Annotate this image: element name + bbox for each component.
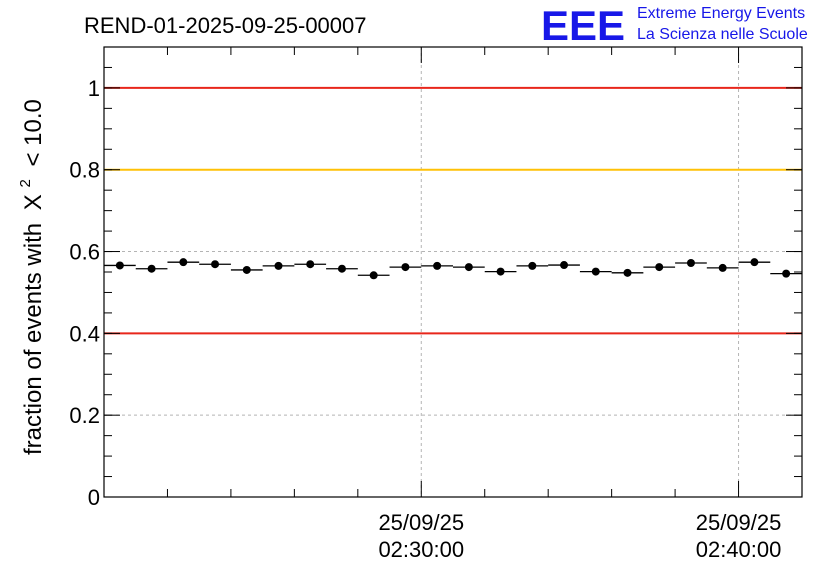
- data-point: [135, 264, 168, 273]
- x-tick-label-time: 02:30:00: [378, 537, 464, 562]
- y-tick-label: 0.2: [69, 403, 100, 428]
- logo-mark: EEE: [541, 2, 625, 49]
- data-points: [104, 258, 802, 280]
- y-tick-label: 0: [88, 485, 100, 510]
- data-point: [421, 261, 453, 270]
- point-marker: [718, 263, 727, 272]
- point-marker: [686, 259, 695, 267]
- y-axis-label-text: fraction of events with: [20, 223, 47, 455]
- y-axis-label-suffix: < 10.0: [20, 99, 47, 166]
- eee-logo: EEE Extreme Energy Events La Scienza nel…: [541, 2, 808, 49]
- point-marker: [591, 267, 600, 276]
- data-point: [389, 263, 422, 272]
- logo-line-2: La Scienza nelle Scuole: [637, 26, 808, 43]
- data-point: [675, 259, 707, 267]
- data-point: [326, 264, 358, 273]
- y-axis-label: fraction of events with X 2 < 10.0: [9, 99, 47, 455]
- y-tick-label: 0.4: [69, 321, 100, 346]
- point-marker: [179, 258, 188, 267]
- grid: [104, 47, 802, 497]
- point-marker: [115, 261, 124, 270]
- data-point: [738, 258, 771, 267]
- point-marker: [528, 261, 537, 270]
- data-point: [706, 263, 739, 272]
- axis-ticks: [104, 46, 802, 498]
- point-marker: [655, 263, 664, 272]
- data-point: [484, 267, 517, 276]
- plot-frame: [103, 46, 803, 498]
- point-marker: [369, 271, 378, 280]
- point-marker: [337, 264, 346, 273]
- reference-lines: [104, 86, 802, 335]
- point-marker: [242, 265, 251, 274]
- point-marker: [274, 261, 283, 270]
- point-marker: [623, 268, 632, 277]
- point-marker: [433, 261, 442, 270]
- y-tick-labels: 0 0.2 0.4 0.6 0.8 1: [69, 76, 100, 510]
- y-tick-label: 0.6: [69, 240, 100, 265]
- y-tick-label: 0.8: [69, 158, 100, 183]
- point-marker: [496, 267, 505, 276]
- point-marker: [211, 260, 220, 269]
- y-axis-label-power: 2: [17, 179, 34, 187]
- data-point: [167, 258, 200, 267]
- data-point: [516, 261, 549, 270]
- data-point: [262, 261, 295, 270]
- data-point: [104, 261, 136, 270]
- chart-title: REND-01-2025-09-25-00007: [84, 13, 367, 38]
- data-point: [199, 260, 231, 269]
- data-point: [548, 261, 580, 270]
- x-tick-label-date: 25/09/25: [378, 510, 464, 535]
- y-tick-label: 1: [88, 76, 100, 101]
- data-point: [357, 271, 390, 280]
- data-point: [579, 267, 612, 276]
- point-marker: [750, 258, 759, 267]
- x-tick-label-time: 02:40:00: [696, 537, 782, 562]
- point-marker: [401, 263, 410, 272]
- data-point: [611, 268, 644, 277]
- point-marker: [782, 269, 791, 278]
- point-marker: [464, 263, 473, 272]
- data-point: [770, 269, 802, 278]
- point-marker: [560, 261, 569, 270]
- logo-line-1: Extreme Energy Events: [637, 5, 805, 22]
- x-tick-label-date: 25/09/25: [696, 510, 782, 535]
- point-marker: [306, 260, 315, 269]
- data-point: [643, 263, 676, 272]
- data-point: [230, 265, 263, 274]
- point-marker: [147, 264, 156, 273]
- data-point: [453, 263, 485, 272]
- y-axis-label-symbol: X: [20, 194, 47, 210]
- data-point: [294, 260, 327, 269]
